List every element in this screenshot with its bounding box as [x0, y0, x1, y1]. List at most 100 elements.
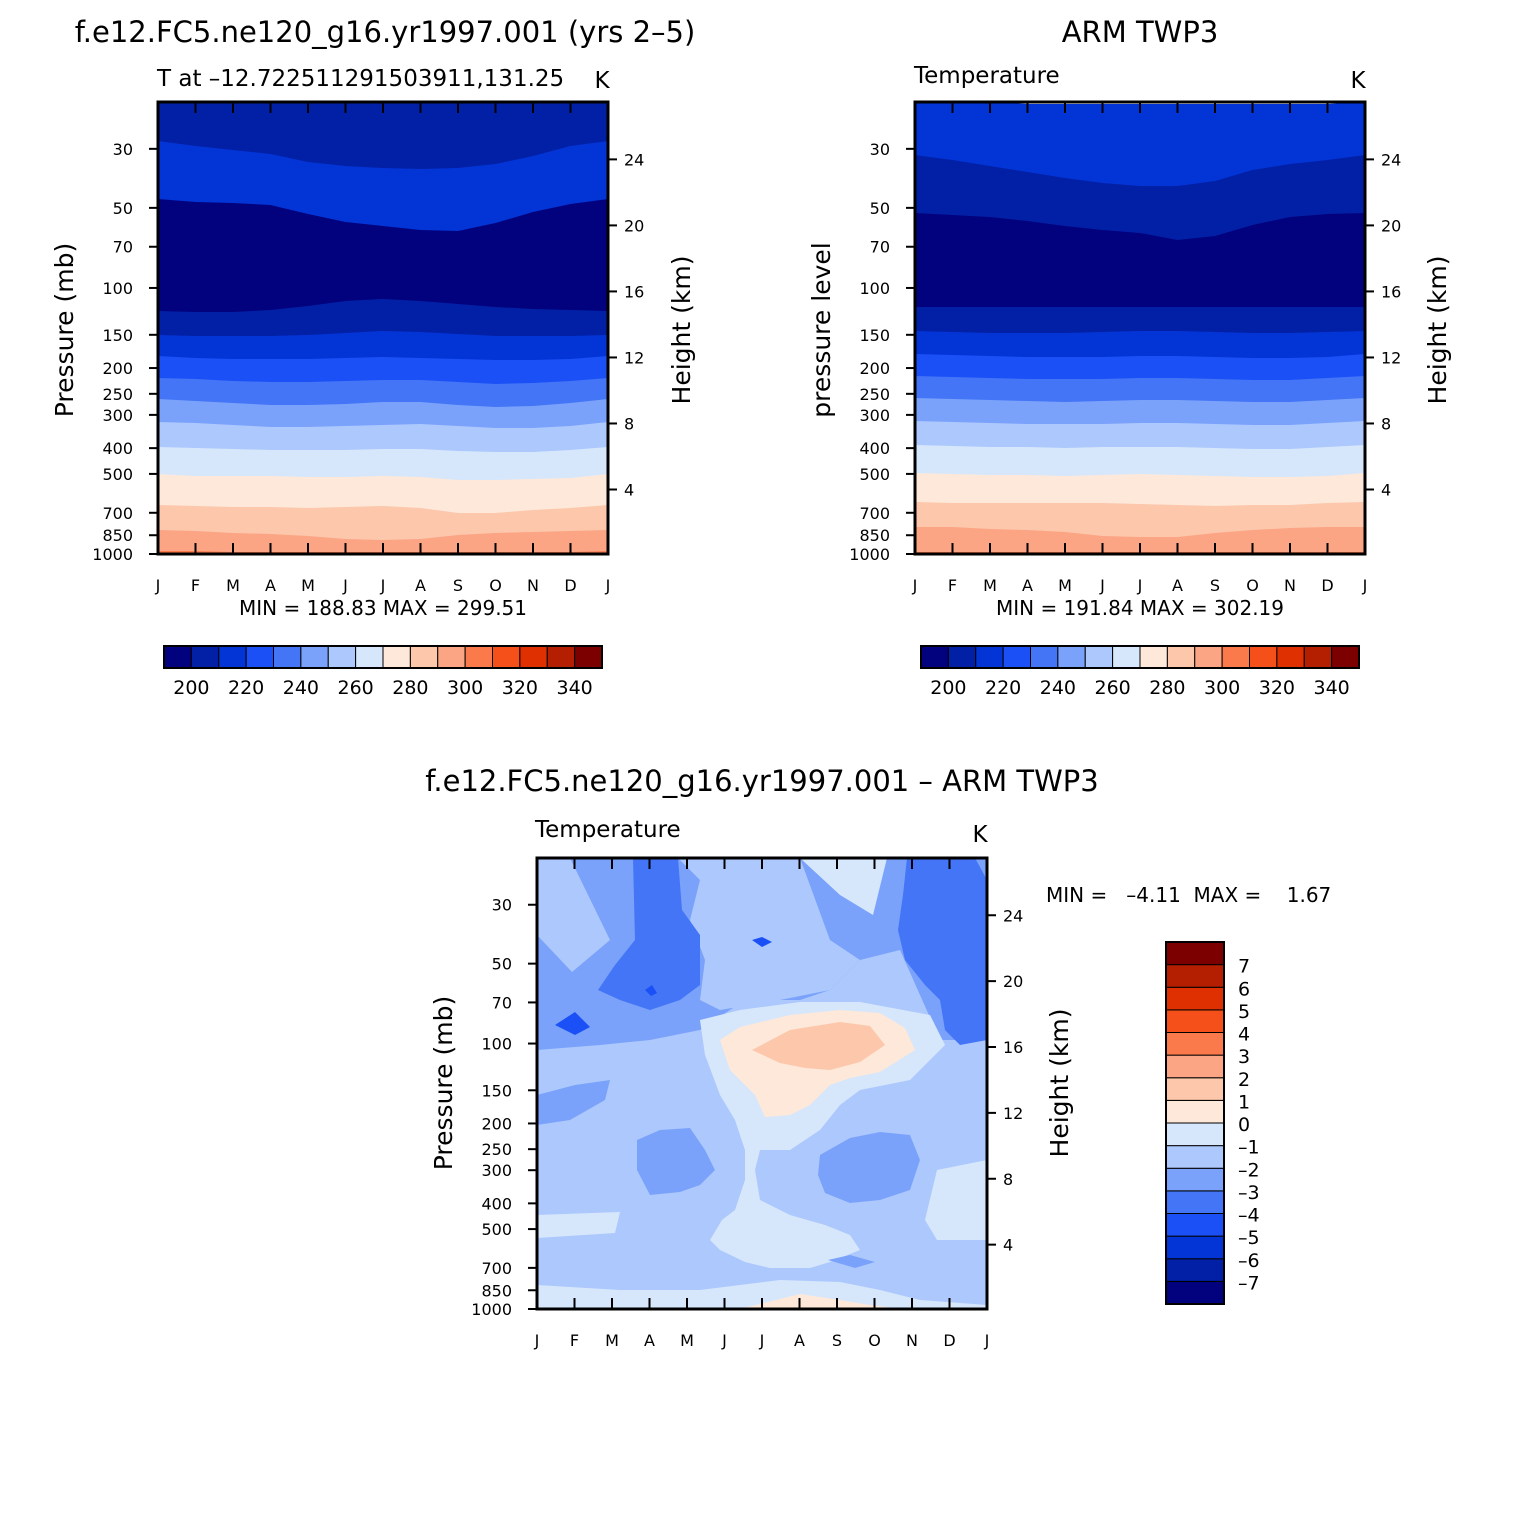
x-tick-label: J	[380, 576, 386, 595]
y-tick-label: 50	[113, 199, 133, 218]
panel-a-y2label: Height (km)	[667, 256, 696, 405]
colorbar-swatch	[1165, 941, 1225, 966]
panel-b-units: K	[1350, 68, 1366, 94]
panel-a-title: f.e12.FC5.ne120_g16.yr1997.001 (yrs 2–5)	[75, 15, 696, 49]
x-tick-label: J	[1362, 576, 1368, 595]
y-tick-label: 200	[102, 359, 133, 378]
x-tick-label: A	[644, 1331, 655, 1350]
colorbar-swatch	[1165, 1099, 1225, 1124]
contour-region-2	[537, 858, 610, 972]
colorbar-label: 280	[1149, 677, 1185, 699]
colorbar-swatch	[1303, 645, 1333, 669]
y2-tick-label: 24	[1381, 150, 1401, 169]
x-tick-label: M	[983, 576, 997, 595]
x-tick-label: M	[226, 576, 240, 595]
colorbar-swatch	[1165, 1032, 1225, 1056]
x-tick-label: A	[415, 576, 426, 595]
x-tick-label: M	[605, 1331, 619, 1350]
y-tick-label: 400	[102, 439, 133, 458]
y-tick-label: 250	[102, 385, 133, 404]
y2-tick-label: 16	[1003, 1038, 1023, 1057]
colorbar-label: –6	[1238, 1250, 1260, 1272]
x-tick-label: O	[489, 576, 502, 595]
x-tick-label: M	[680, 1331, 694, 1350]
colorbar-swatch	[300, 645, 329, 669]
contour-region-7	[925, 1160, 987, 1240]
colorbar-label: –3	[1238, 1182, 1260, 1204]
panel-a-subtitle: T at –12.722511291503911,131.25	[156, 66, 564, 92]
y-tick-label: 70	[870, 238, 890, 257]
contour-region-16	[537, 1080, 610, 1125]
panel-b-ylabel: pressure level	[807, 242, 836, 417]
colorbar-label: 3	[1238, 1046, 1250, 1068]
panel-c-y2label: Height (km)	[1045, 1009, 1074, 1158]
panel-c-units: K	[972, 822, 988, 848]
y-tick-label: 100	[481, 1035, 512, 1054]
colorbar-swatch	[1165, 1122, 1225, 1147]
y-tick-label: 300	[102, 406, 133, 425]
colorbar-label: 260	[337, 677, 373, 699]
colorbar-swatch	[1165, 1009, 1225, 1033]
colorbar-label: –4	[1238, 1205, 1260, 1227]
x-tick-label: S	[832, 1331, 842, 1350]
colorbar-swatch	[1165, 1280, 1225, 1305]
colorbar-label: 0	[1238, 1114, 1250, 1136]
y-tick-label: 1000	[849, 545, 890, 564]
y-tick-label: 200	[481, 1114, 512, 1133]
panel-c-stats: MIN = –4.11 MAX = 1.67	[1046, 883, 1331, 907]
x-tick-label: O	[1246, 576, 1259, 595]
colorbar-swatch	[1249, 645, 1278, 669]
y-tick-label: 400	[859, 439, 890, 458]
panel-a-ylabel: Pressure (mb)	[50, 243, 79, 417]
colorbar-label: –5	[1238, 1227, 1260, 1249]
y-tick-label: 30	[113, 140, 133, 159]
x-tick-label: D	[943, 1331, 955, 1350]
colorbar-swatch	[382, 645, 411, 669]
y-tick-label: 100	[859, 279, 890, 298]
colorbar-label: 260	[1094, 677, 1130, 699]
x-tick-label: J	[759, 1331, 765, 1350]
y-tick-label: 700	[102, 504, 133, 523]
x-tick-label: N	[1284, 576, 1296, 595]
y-tick-label: 400	[481, 1194, 512, 1213]
colorbar-label: –7	[1238, 1272, 1260, 1294]
y2-tick-label: 12	[1003, 1104, 1023, 1123]
panel-b-stats: MIN = 191.84 MAX = 302.19	[996, 596, 1284, 620]
colorbar-label: 220	[985, 677, 1021, 699]
colorbar-swatch	[273, 645, 302, 669]
y-tick-label: 30	[492, 896, 512, 915]
colorbar-swatch	[1165, 1190, 1225, 1214]
panel-difference-temperature: Temperature K J F M A M J J A S O N D J3050701001502…	[429, 817, 1331, 1350]
colorbar-swatch	[437, 645, 466, 669]
colorbar-swatch	[492, 645, 521, 669]
contour-region-12	[598, 858, 700, 1010]
y2-tick-label: 20	[1381, 216, 1401, 235]
colorbar-swatch	[1165, 1167, 1225, 1192]
x-tick-label: A	[265, 576, 276, 595]
colorbar-swatch	[1194, 645, 1223, 669]
x-tick-label: J	[721, 1331, 727, 1350]
panel-b-subtitle: Temperature	[913, 63, 1060, 89]
y-tick-label: 150	[859, 326, 890, 345]
colorbar-label: –2	[1238, 1159, 1260, 1181]
y-tick-label: 150	[481, 1081, 512, 1100]
y-tick-label: 50	[492, 955, 512, 974]
colorbar-label: 200	[930, 677, 966, 699]
colorbar-swatch	[1165, 1235, 1225, 1260]
colorbar-swatch	[1221, 645, 1250, 669]
colorbar-swatch	[1331, 645, 1360, 669]
x-tick-label: D	[1321, 576, 1333, 595]
contour-region-20	[828, 1255, 875, 1268]
y2-tick-label: 8	[1003, 1170, 1013, 1189]
colorbar-swatch	[218, 645, 247, 669]
y2-tick-label: 4	[624, 480, 634, 499]
colorbar-swatch	[1165, 1213, 1225, 1237]
x-tick-label: J	[1099, 576, 1105, 595]
y-tick-label: 700	[859, 504, 890, 523]
y-tick-label: 500	[102, 465, 133, 484]
colorbar-swatch	[355, 645, 384, 669]
panel-b-y2label: Height (km)	[1423, 256, 1452, 405]
x-tick-label: S	[1210, 576, 1220, 595]
x-tick-label: J	[155, 576, 161, 595]
